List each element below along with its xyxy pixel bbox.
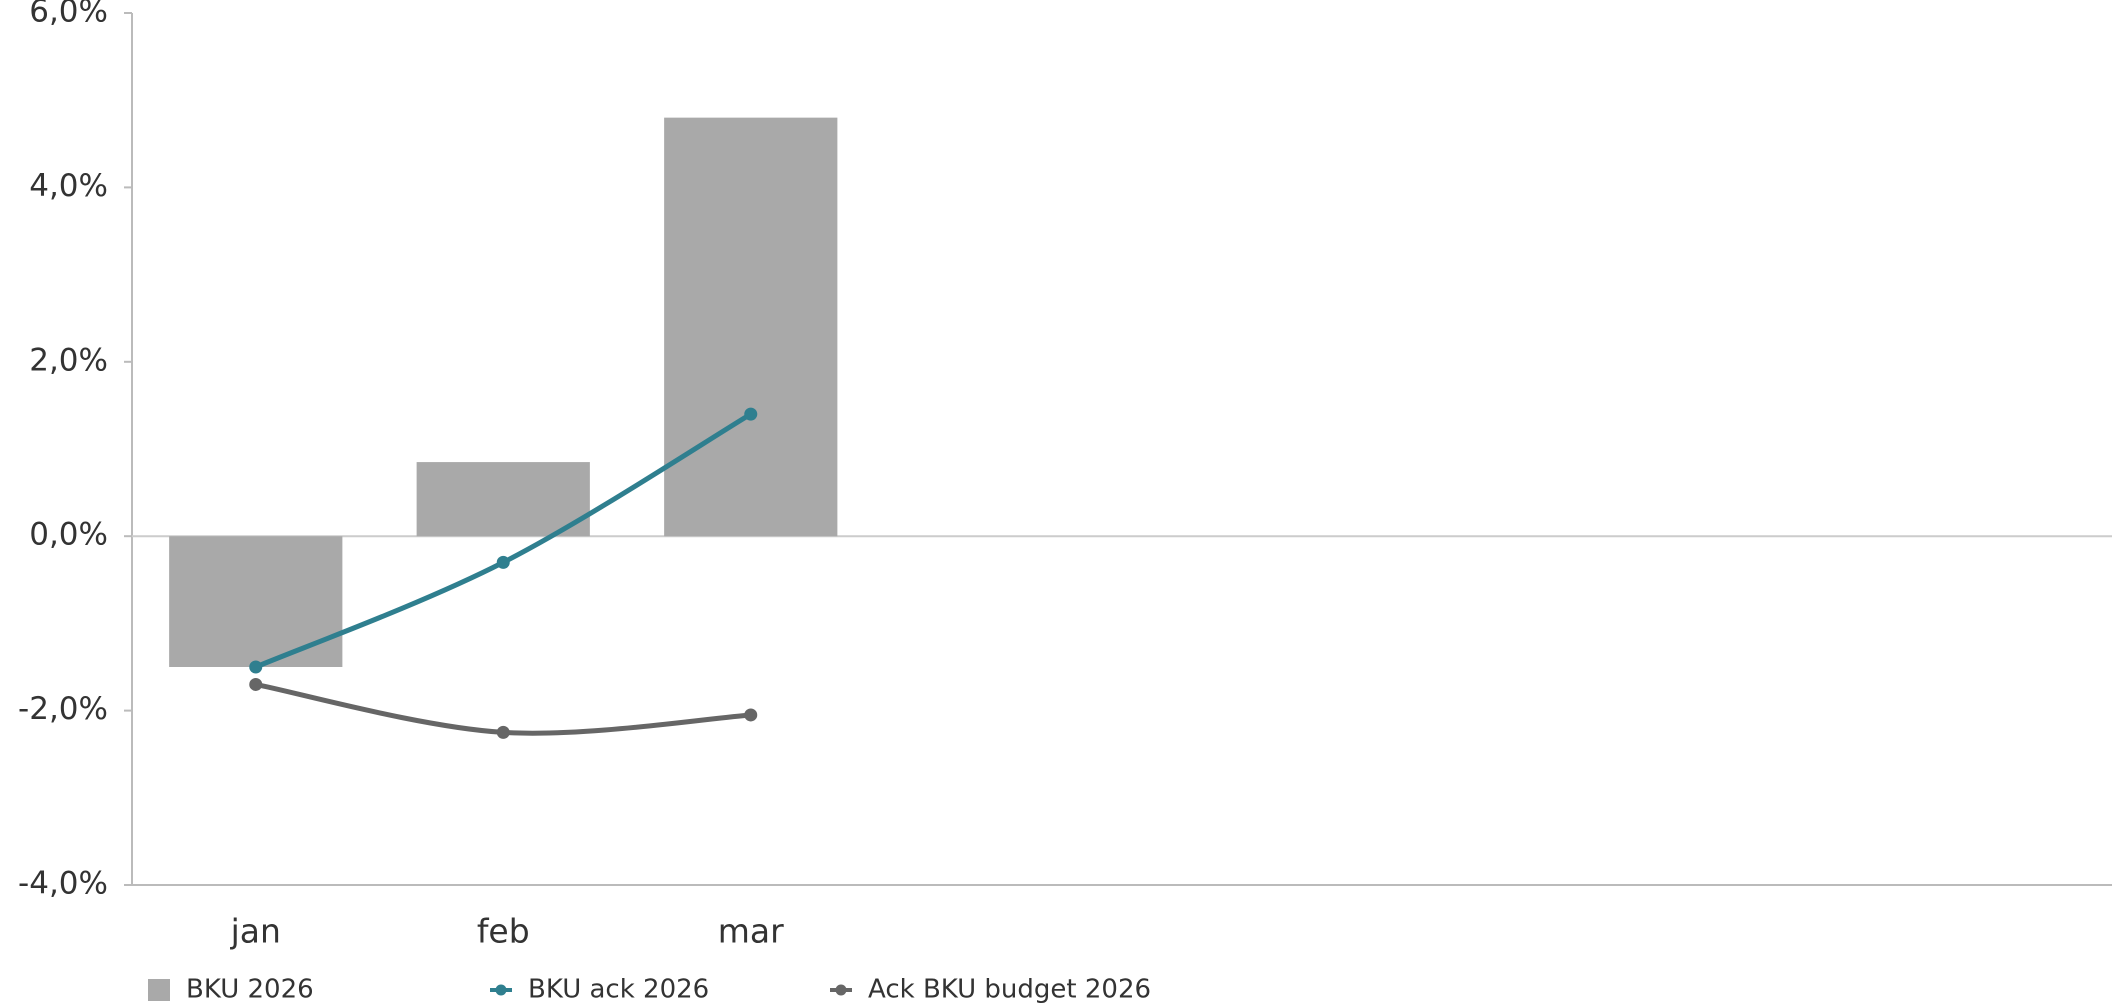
bar	[169, 536, 343, 667]
y-tick-label: 2,0%	[29, 342, 108, 378]
point	[249, 677, 263, 691]
y-tick-label: 4,0%	[29, 168, 108, 204]
point	[249, 660, 263, 674]
legend-swatch-dot	[495, 984, 507, 996]
y-tick-label: -2,0%	[18, 691, 108, 727]
x-tick-label: feb	[477, 912, 530, 951]
legend-label: BKU 2026	[186, 975, 314, 1005]
x-tick-label: jan	[230, 912, 281, 951]
y-tick-label: 0,0%	[29, 517, 108, 553]
point	[744, 407, 758, 421]
bar	[416, 462, 590, 537]
legend-swatch	[148, 979, 170, 1001]
point	[496, 555, 510, 569]
point	[496, 725, 510, 739]
y-tick-label: 6,0%	[29, 0, 108, 30]
legend-swatch-dot	[835, 984, 847, 996]
y-tick-label: -4,0%	[18, 866, 108, 902]
x-tick-label: mar	[718, 912, 784, 951]
legend-label: Ack BKU budget 2026	[868, 975, 1151, 1005]
point	[744, 708, 758, 722]
legend-label: BKU ack 2026	[528, 975, 709, 1005]
bar	[664, 117, 838, 537]
